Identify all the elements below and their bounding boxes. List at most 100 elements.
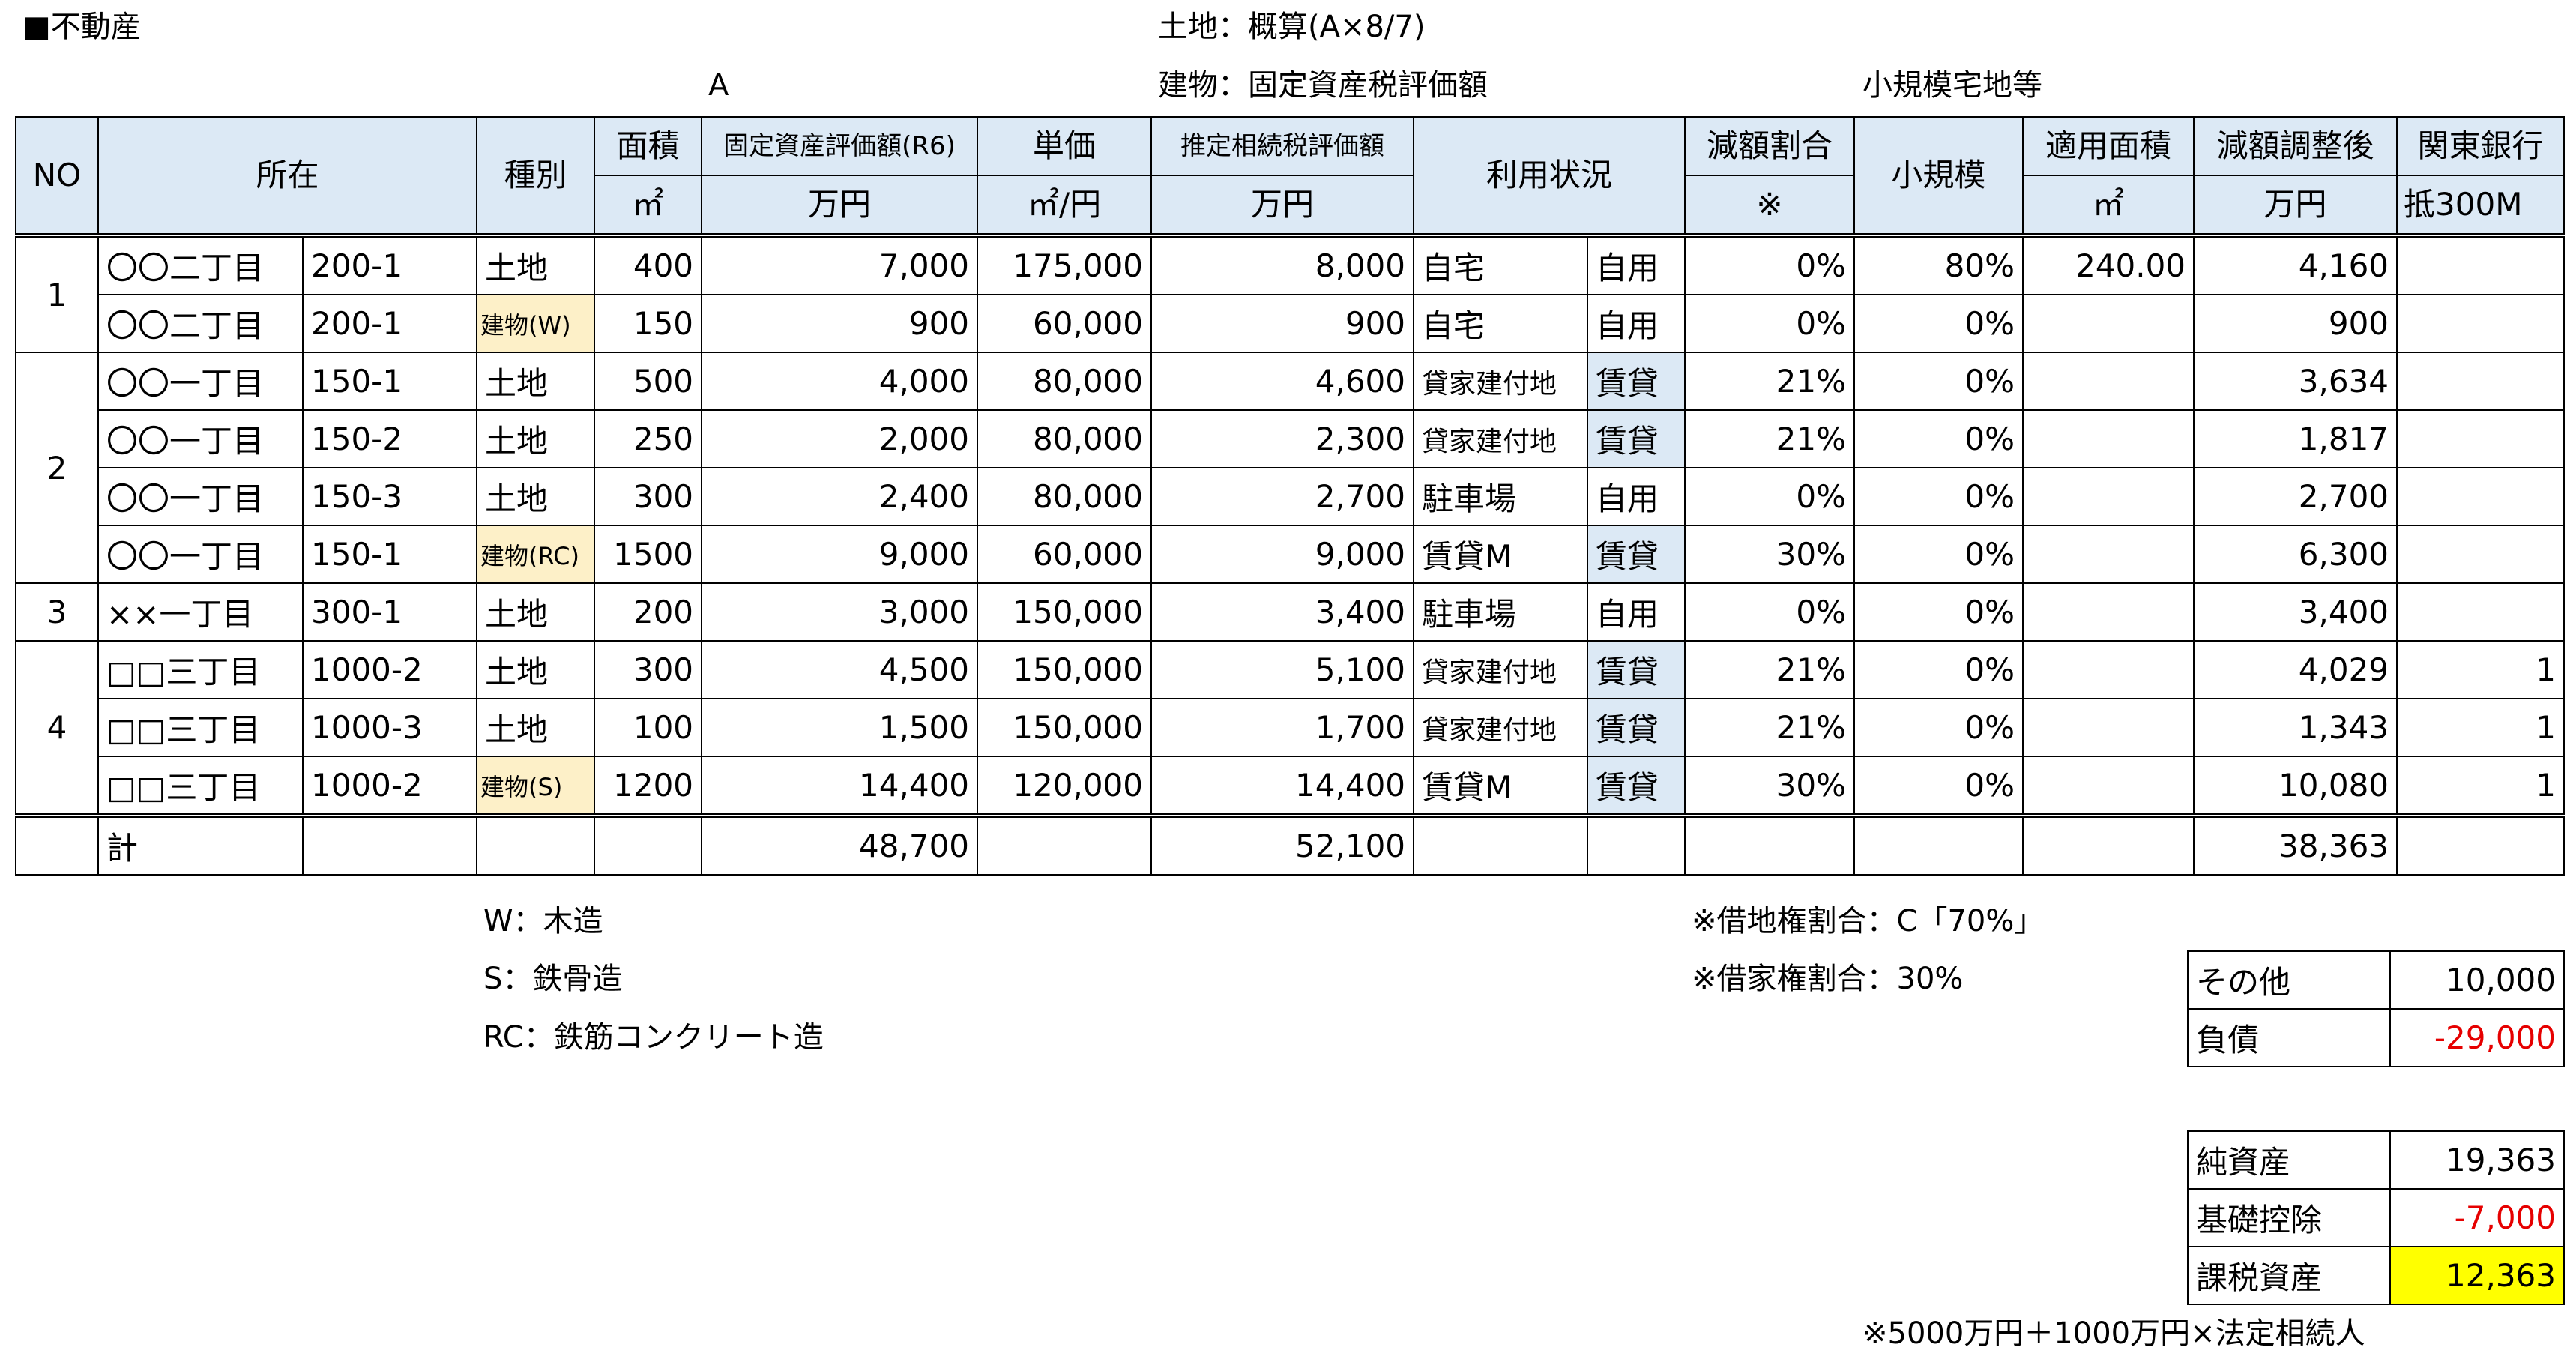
table-row: 〇〇二丁目 200-1 建物(W) 150 900 60,000 900 自宅 …: [16, 294, 2566, 353]
row-est: 5,100: [1150, 640, 1415, 699]
row-type: 建物(W): [476, 294, 596, 353]
row-bank: [2396, 467, 2566, 526]
header-area-unit: ㎡: [594, 175, 703, 236]
header-est-value: 推定相続税評価額: [1150, 116, 1415, 176]
row-location: 〇〇一丁目: [97, 352, 304, 411]
row-use: 貸家建付地: [1413, 698, 1589, 757]
row-area: 300: [594, 467, 703, 526]
header-applied-area: 適用面積: [2022, 116, 2195, 176]
row-bank: 1: [2396, 698, 2566, 757]
row-area: 400: [594, 235, 703, 295]
note-tenancy: ※借家権割合：30%: [1692, 962, 1964, 996]
row-adjusted: 1,343: [2193, 698, 2398, 757]
row-rate: 30%: [1684, 756, 1856, 816]
table-row: 4 □□三丁目 1000-2 土地 300 4,500 150,000 5,10…: [15, 640, 2566, 816]
row-small: 0%: [1853, 409, 2024, 468]
row-location: 〇〇二丁目: [97, 235, 304, 295]
row-area: 500: [594, 352, 703, 411]
row-lot: 1000-2: [301, 756, 478, 816]
header-adjusted: 減額調整後: [2193, 116, 2398, 176]
row-location: 〇〇一丁目: [97, 409, 304, 468]
header-row-2: ㎡ 万円 ㎡/円 万円 ※ ㎡ 万円 抵300M: [16, 175, 2566, 236]
row-area: 150: [594, 294, 703, 353]
row-applied: [2022, 756, 2195, 816]
row-rate: 0%: [1684, 467, 1856, 526]
row-applied: 240.00: [2022, 235, 2195, 295]
row-fixed: 900: [701, 294, 979, 353]
other-label: その他: [2187, 950, 2391, 1010]
row-use: 駐車場: [1413, 467, 1589, 526]
row-fixed: 2,400: [701, 467, 979, 526]
header-adjusted-unit: 万円: [2193, 175, 2398, 236]
row-rate: 0%: [1684, 294, 1856, 353]
taxable-assets-label: 課税資産: [2187, 1246, 2391, 1305]
row-applied: [2022, 582, 2195, 642]
row-location: □□三丁目: [97, 756, 304, 816]
column-a-marker: A: [708, 68, 729, 103]
row-est: 4,600: [1150, 352, 1415, 411]
row-use2: 賃貸: [1587, 756, 1686, 816]
row-est: 14,400: [1150, 756, 1415, 816]
row-unit: 80,000: [977, 467, 1153, 526]
table-row: 〇〇一丁目 150-1 建物(RC) 1500 9,000 60,000 9,0…: [16, 525, 2566, 584]
row-small: 0%: [1853, 525, 2024, 584]
row-use: 貸家建付地: [1413, 640, 1589, 699]
row-fixed: 9,000: [701, 525, 979, 584]
row-est: 3,400: [1150, 582, 1415, 642]
row-type: 建物(RC): [476, 525, 596, 584]
table-row: 1 〇〇二丁目 200-1 土地 400 7,000 175,000 8,000…: [15, 235, 2566, 353]
debt-value: -29,000: [2389, 1008, 2565, 1067]
row-location: ××一丁目: [97, 582, 304, 642]
row-type: 土地: [476, 235, 596, 295]
row-bank: [2396, 352, 2566, 411]
row-area: 100: [594, 698, 703, 757]
total-est: 52,100: [1150, 815, 1415, 876]
row-lot: 200-1: [301, 235, 478, 295]
header-fixed-value: 固定資産評価額(R6): [701, 116, 979, 176]
header-fixed-value-unit: 万円: [701, 175, 979, 236]
row-use2: 自用: [1587, 294, 1686, 353]
net-assets-value: 19,363: [2389, 1130, 2565, 1190]
row-unit: 60,000: [977, 294, 1153, 353]
row-rate: 21%: [1684, 640, 1856, 699]
header-area: 面積: [594, 116, 703, 176]
row-use2: 賃貸: [1587, 409, 1686, 468]
taxable-assets-value: 12,363: [2389, 1246, 2565, 1305]
row-type: 土地: [476, 409, 596, 468]
row-use2: 賃貸: [1587, 352, 1686, 411]
row-lot: 1000-2: [301, 640, 478, 699]
row-lot: 150-2: [301, 409, 478, 468]
row-lot: 200-1: [301, 294, 478, 353]
row-small: 80%: [1853, 235, 2024, 295]
header-no: NO: [15, 116, 99, 236]
row-applied: [2022, 467, 2195, 526]
row-area: 1200: [594, 756, 703, 816]
row-no: 4: [15, 640, 99, 816]
header-type: 種別: [476, 116, 596, 236]
other-debt-table: その他 10,000 負債 -29,000: [2187, 950, 2565, 1067]
row-use2: 自用: [1587, 467, 1686, 526]
basic-deduction-value: -7,000: [2389, 1188, 2565, 1247]
row-unit: 150,000: [977, 698, 1153, 757]
row-type: 土地: [476, 640, 596, 699]
row-use: 賃貸M: [1413, 756, 1589, 816]
row-lot: 150-1: [301, 525, 478, 584]
total-label: 計: [97, 815, 304, 876]
row-applied: [2022, 698, 2195, 757]
row-rate: 21%: [1684, 352, 1856, 411]
row-rate: 21%: [1684, 698, 1856, 757]
row-lot: 150-3: [301, 467, 478, 526]
row-small: 0%: [1853, 582, 2024, 642]
note-s: S：鉄骨造: [483, 962, 623, 996]
table-row: 3 ××一丁目 300-1 土地 200 3,000 150,000 3,400…: [15, 582, 2566, 642]
row-unit: 80,000: [977, 409, 1153, 468]
header-bank-sub: 抵300M: [2396, 175, 2566, 236]
row-type: 土地: [476, 467, 596, 526]
header-est-value-unit: 万円: [1150, 175, 1415, 236]
basic-deduction-note: ※5000万円＋1000万円×法定相続人: [1862, 1316, 2365, 1351]
row-bank: [2396, 294, 2566, 353]
row-location: 〇〇一丁目: [97, 525, 304, 584]
row-no: 2: [15, 352, 99, 584]
row-adjusted: 900: [2193, 294, 2398, 353]
small-scale-note: 小規模宅地等: [1862, 68, 2042, 103]
